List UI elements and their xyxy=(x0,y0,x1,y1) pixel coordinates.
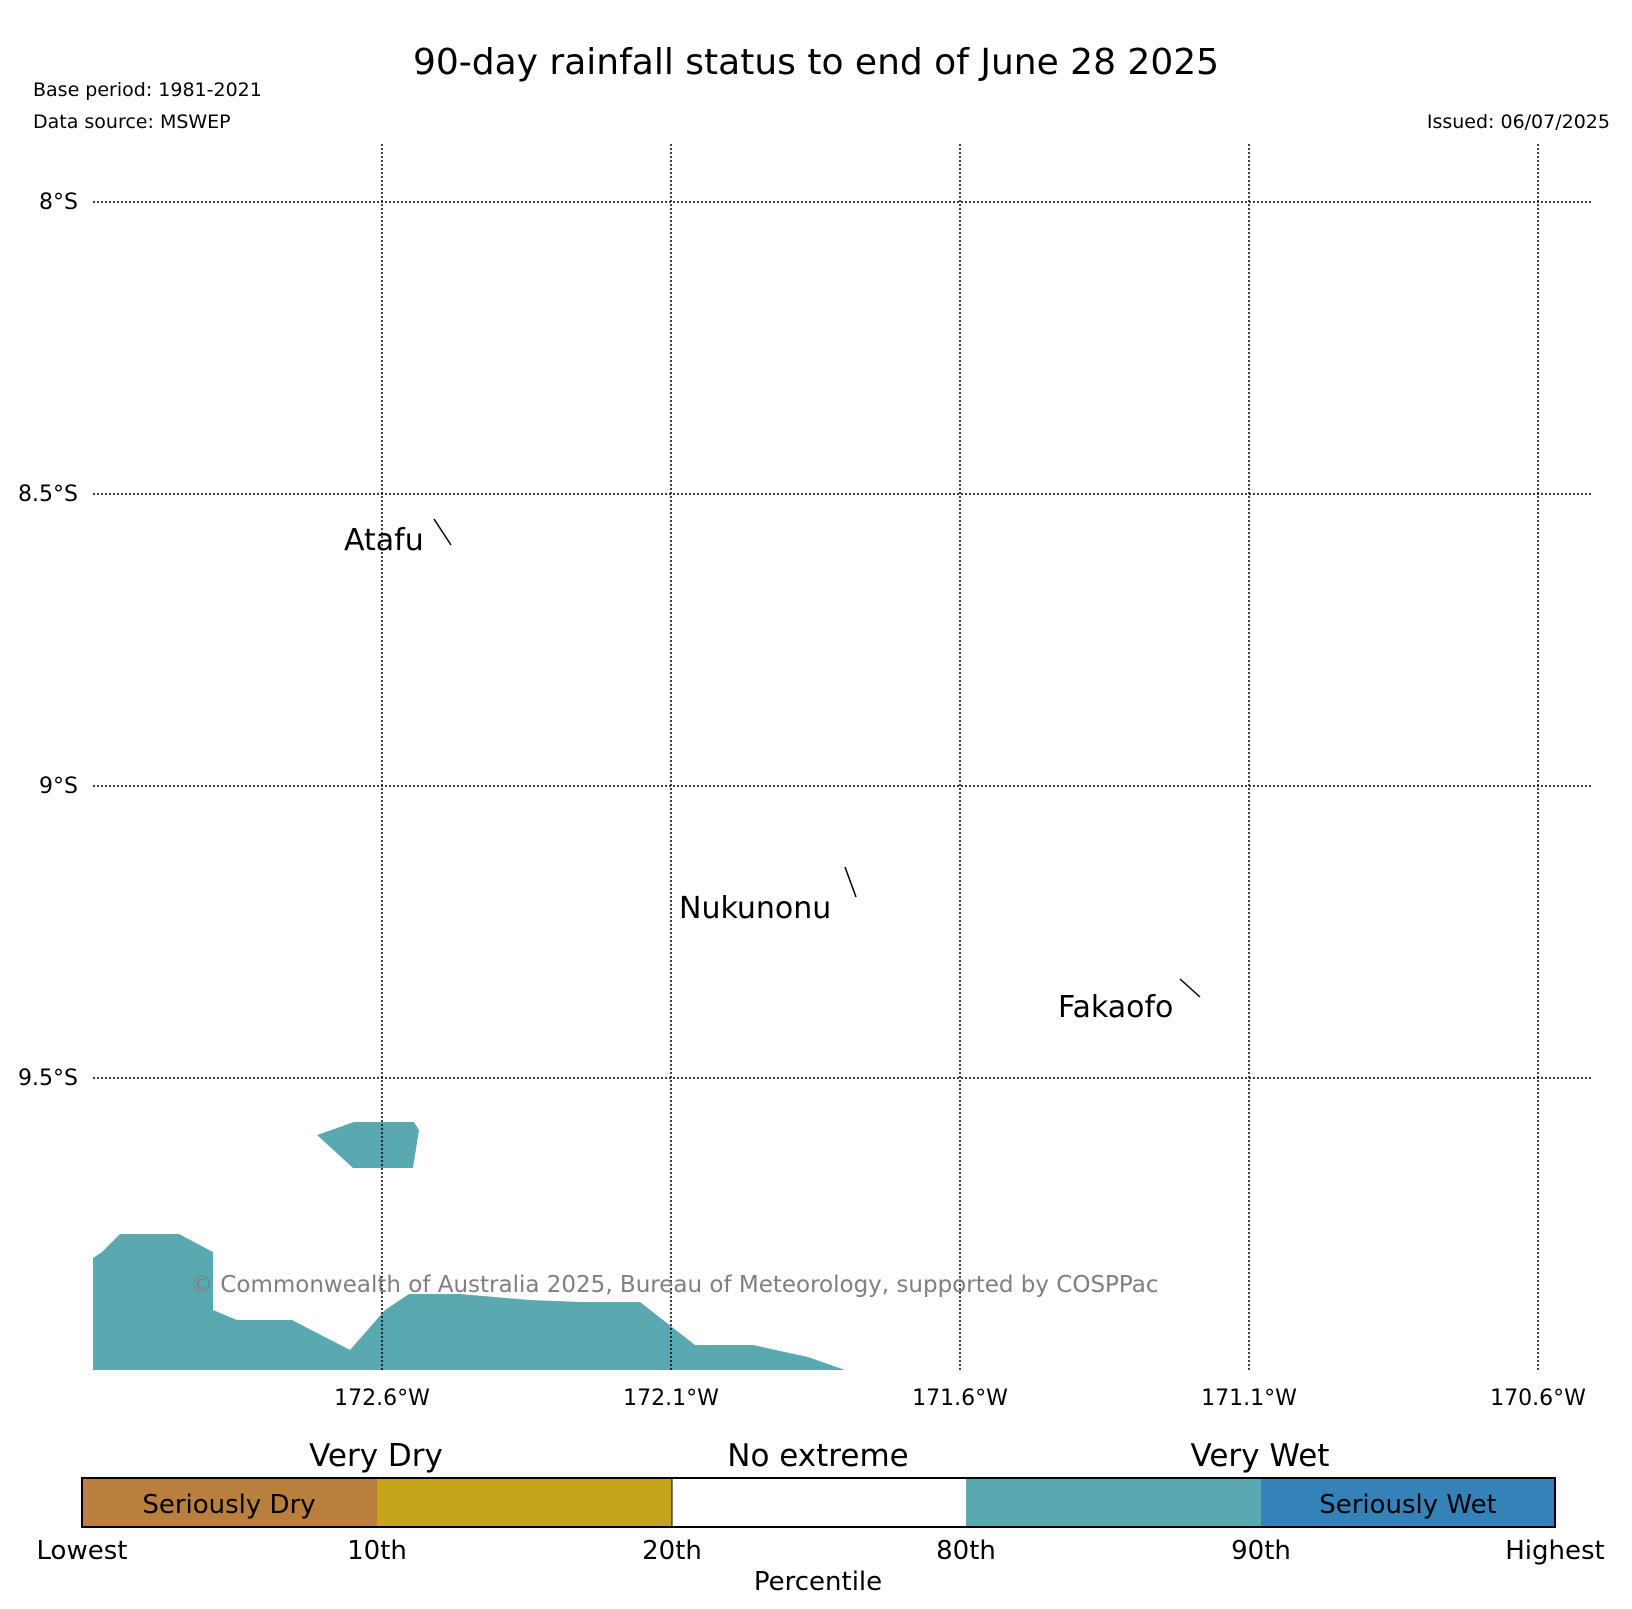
fakaofo-atoll-outline xyxy=(1179,978,1201,998)
legend-swatch-very-dry xyxy=(377,1478,672,1527)
lon-label: 172.6°W xyxy=(334,1386,430,1411)
very-wet-region-small xyxy=(317,1122,419,1168)
legend-tick: 20th xyxy=(642,1536,702,1566)
very-wet-region-south xyxy=(93,1234,845,1370)
lat-label: 9°S xyxy=(39,774,78,799)
lat-label: 9.5°S xyxy=(18,1066,78,1091)
place-label-atafu: Atafu xyxy=(344,523,424,558)
data-source-note: Data source: MSWEP xyxy=(33,111,231,133)
map-plot-area: 8°S 8.5°S 9°S 9.5°S 172.6°W 172.1°W 171.… xyxy=(18,144,1592,1411)
base-period-note: Base period: 1981-2021 xyxy=(33,79,262,101)
nukunonu-atoll-outline xyxy=(844,866,857,898)
legend-frame xyxy=(81,1477,1556,1528)
lon-label: 171.1°W xyxy=(1201,1386,1297,1411)
legend-tick: Highest xyxy=(1505,1536,1605,1566)
legend-swatch-seriously-wet xyxy=(1261,1478,1555,1527)
legend-group-very-wet: Very Wet xyxy=(1191,1438,1330,1474)
lat-label: 8.5°S xyxy=(18,482,78,507)
place-label-fakaofo: Fakaofo xyxy=(1058,990,1173,1025)
legend-swatch-very-wet xyxy=(966,1478,1261,1527)
legend-tick: Lowest xyxy=(37,1536,128,1566)
legend-swatch-seriously-dry xyxy=(82,1478,377,1527)
latitude-gridlines xyxy=(93,201,1592,1079)
map-title: 90-day rainfall status to end of June 28… xyxy=(412,42,1220,83)
lon-label: 170.6°W xyxy=(1490,1386,1586,1411)
atafu-atoll-outline xyxy=(433,518,452,546)
legend-label-seriously-dry: Seriously Dry xyxy=(142,1490,315,1520)
lon-label: 172.1°W xyxy=(623,1386,719,1411)
copyright-credit: © Commonwealth of Australia 2025, Bureau… xyxy=(190,1272,1159,1298)
legend-tick: 10th xyxy=(347,1536,407,1566)
place-label-nukunonu: Nukunonu xyxy=(679,891,831,926)
legend-swatch-no-extreme xyxy=(672,1478,966,1527)
lat-label: 8°S xyxy=(39,190,78,215)
legend-axis-label: Percentile xyxy=(754,1567,882,1597)
legend-tick: 80th xyxy=(936,1536,996,1566)
legend-label-seriously-wet: Seriously Wet xyxy=(1319,1490,1497,1520)
lon-label: 171.6°W xyxy=(912,1386,1008,1411)
percentile-legend: Very Dry No extreme Very Wet Seriously D… xyxy=(37,1438,1605,1597)
issued-date: Issued: 06/07/2025 xyxy=(1426,111,1610,133)
legend-group-very-dry: Very Dry xyxy=(309,1438,443,1474)
legend-group-no-extreme: No extreme xyxy=(727,1438,908,1474)
longitude-gridlines xyxy=(381,144,1539,1370)
legend-tick: 90th xyxy=(1231,1536,1291,1566)
